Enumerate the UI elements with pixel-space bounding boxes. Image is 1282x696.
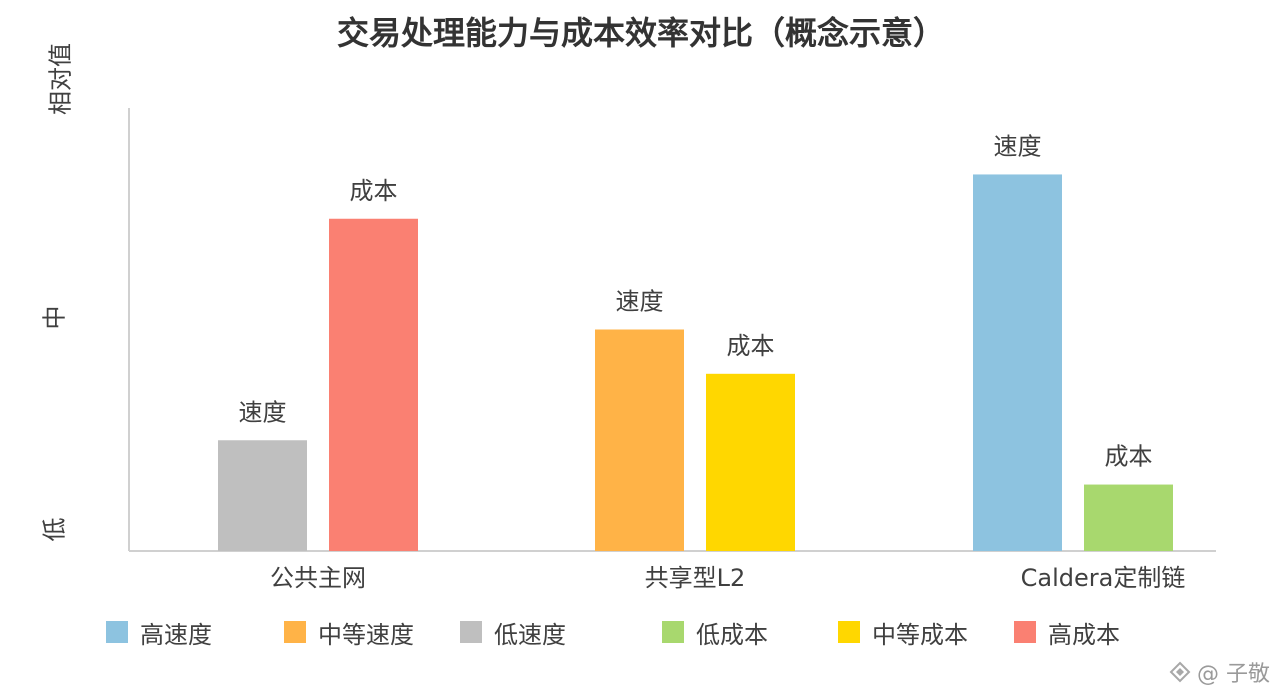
legend-swatch-5: [1014, 621, 1036, 643]
bar-data-label-2-1: 成本: [1105, 443, 1153, 471]
bar-0-1: [329, 218, 418, 551]
legend-item-0: 高速度: [106, 610, 212, 654]
legend-item-3: 低成本: [662, 610, 768, 654]
legend-item-1: 中等速度: [284, 610, 414, 654]
legend-label-2: 低速度: [494, 620, 566, 649]
legend-swatch-2: [460, 621, 482, 643]
bar-data-label-2-0: 速度: [994, 132, 1042, 160]
legend-item-4: 中等成本: [838, 610, 968, 654]
bar-1-0: [595, 329, 684, 551]
bar-data-label-1-0: 速度: [616, 288, 664, 316]
legend-label-3: 低成本: [696, 620, 768, 649]
bar-2-1: [1084, 484, 1173, 551]
legend-label-4: 中等成本: [872, 620, 968, 649]
bar-data-label-1-1: 成本: [727, 332, 775, 360]
logo-icon: [1169, 661, 1191, 683]
legend-swatch-1: [284, 621, 306, 643]
legend-label-0: 高速度: [140, 620, 212, 649]
chart-title: 交易处理能力与成本效率对比（概念示意）: [336, 14, 945, 52]
legend-item-5: 高成本: [1014, 610, 1120, 654]
x-tick-labels: 公共主网 共享型L2 Caldera定制链: [270, 564, 1185, 592]
legend-swatch-4: [838, 621, 860, 643]
watermark: @ 子敬: [1169, 656, 1270, 688]
bar-0-0: [218, 440, 307, 551]
x-tick-label-1: 共享型L2: [645, 564, 746, 592]
watermark-text: @ 子敬: [1197, 662, 1270, 687]
legend-label-5: 高成本: [1048, 620, 1120, 649]
legend-swatch-3: [662, 621, 684, 643]
bar-2-0: [973, 174, 1062, 551]
legend-item-2: 低速度: [460, 610, 566, 654]
bar-data-label-0-1: 成本: [350, 177, 398, 205]
x-tick-label-2: Caldera定制链: [1021, 564, 1186, 592]
bar-data-label-0-0: 速度: [239, 398, 287, 426]
legend-label-1: 中等速度: [318, 620, 414, 649]
legend-swatch-0: [106, 621, 128, 643]
bar-1-1: [706, 373, 795, 551]
legend: 高速度 中等速度 低速度 低成本 中等成本 高成本: [0, 610, 1282, 654]
x-tick-label-0: 公共主网: [270, 564, 366, 592]
